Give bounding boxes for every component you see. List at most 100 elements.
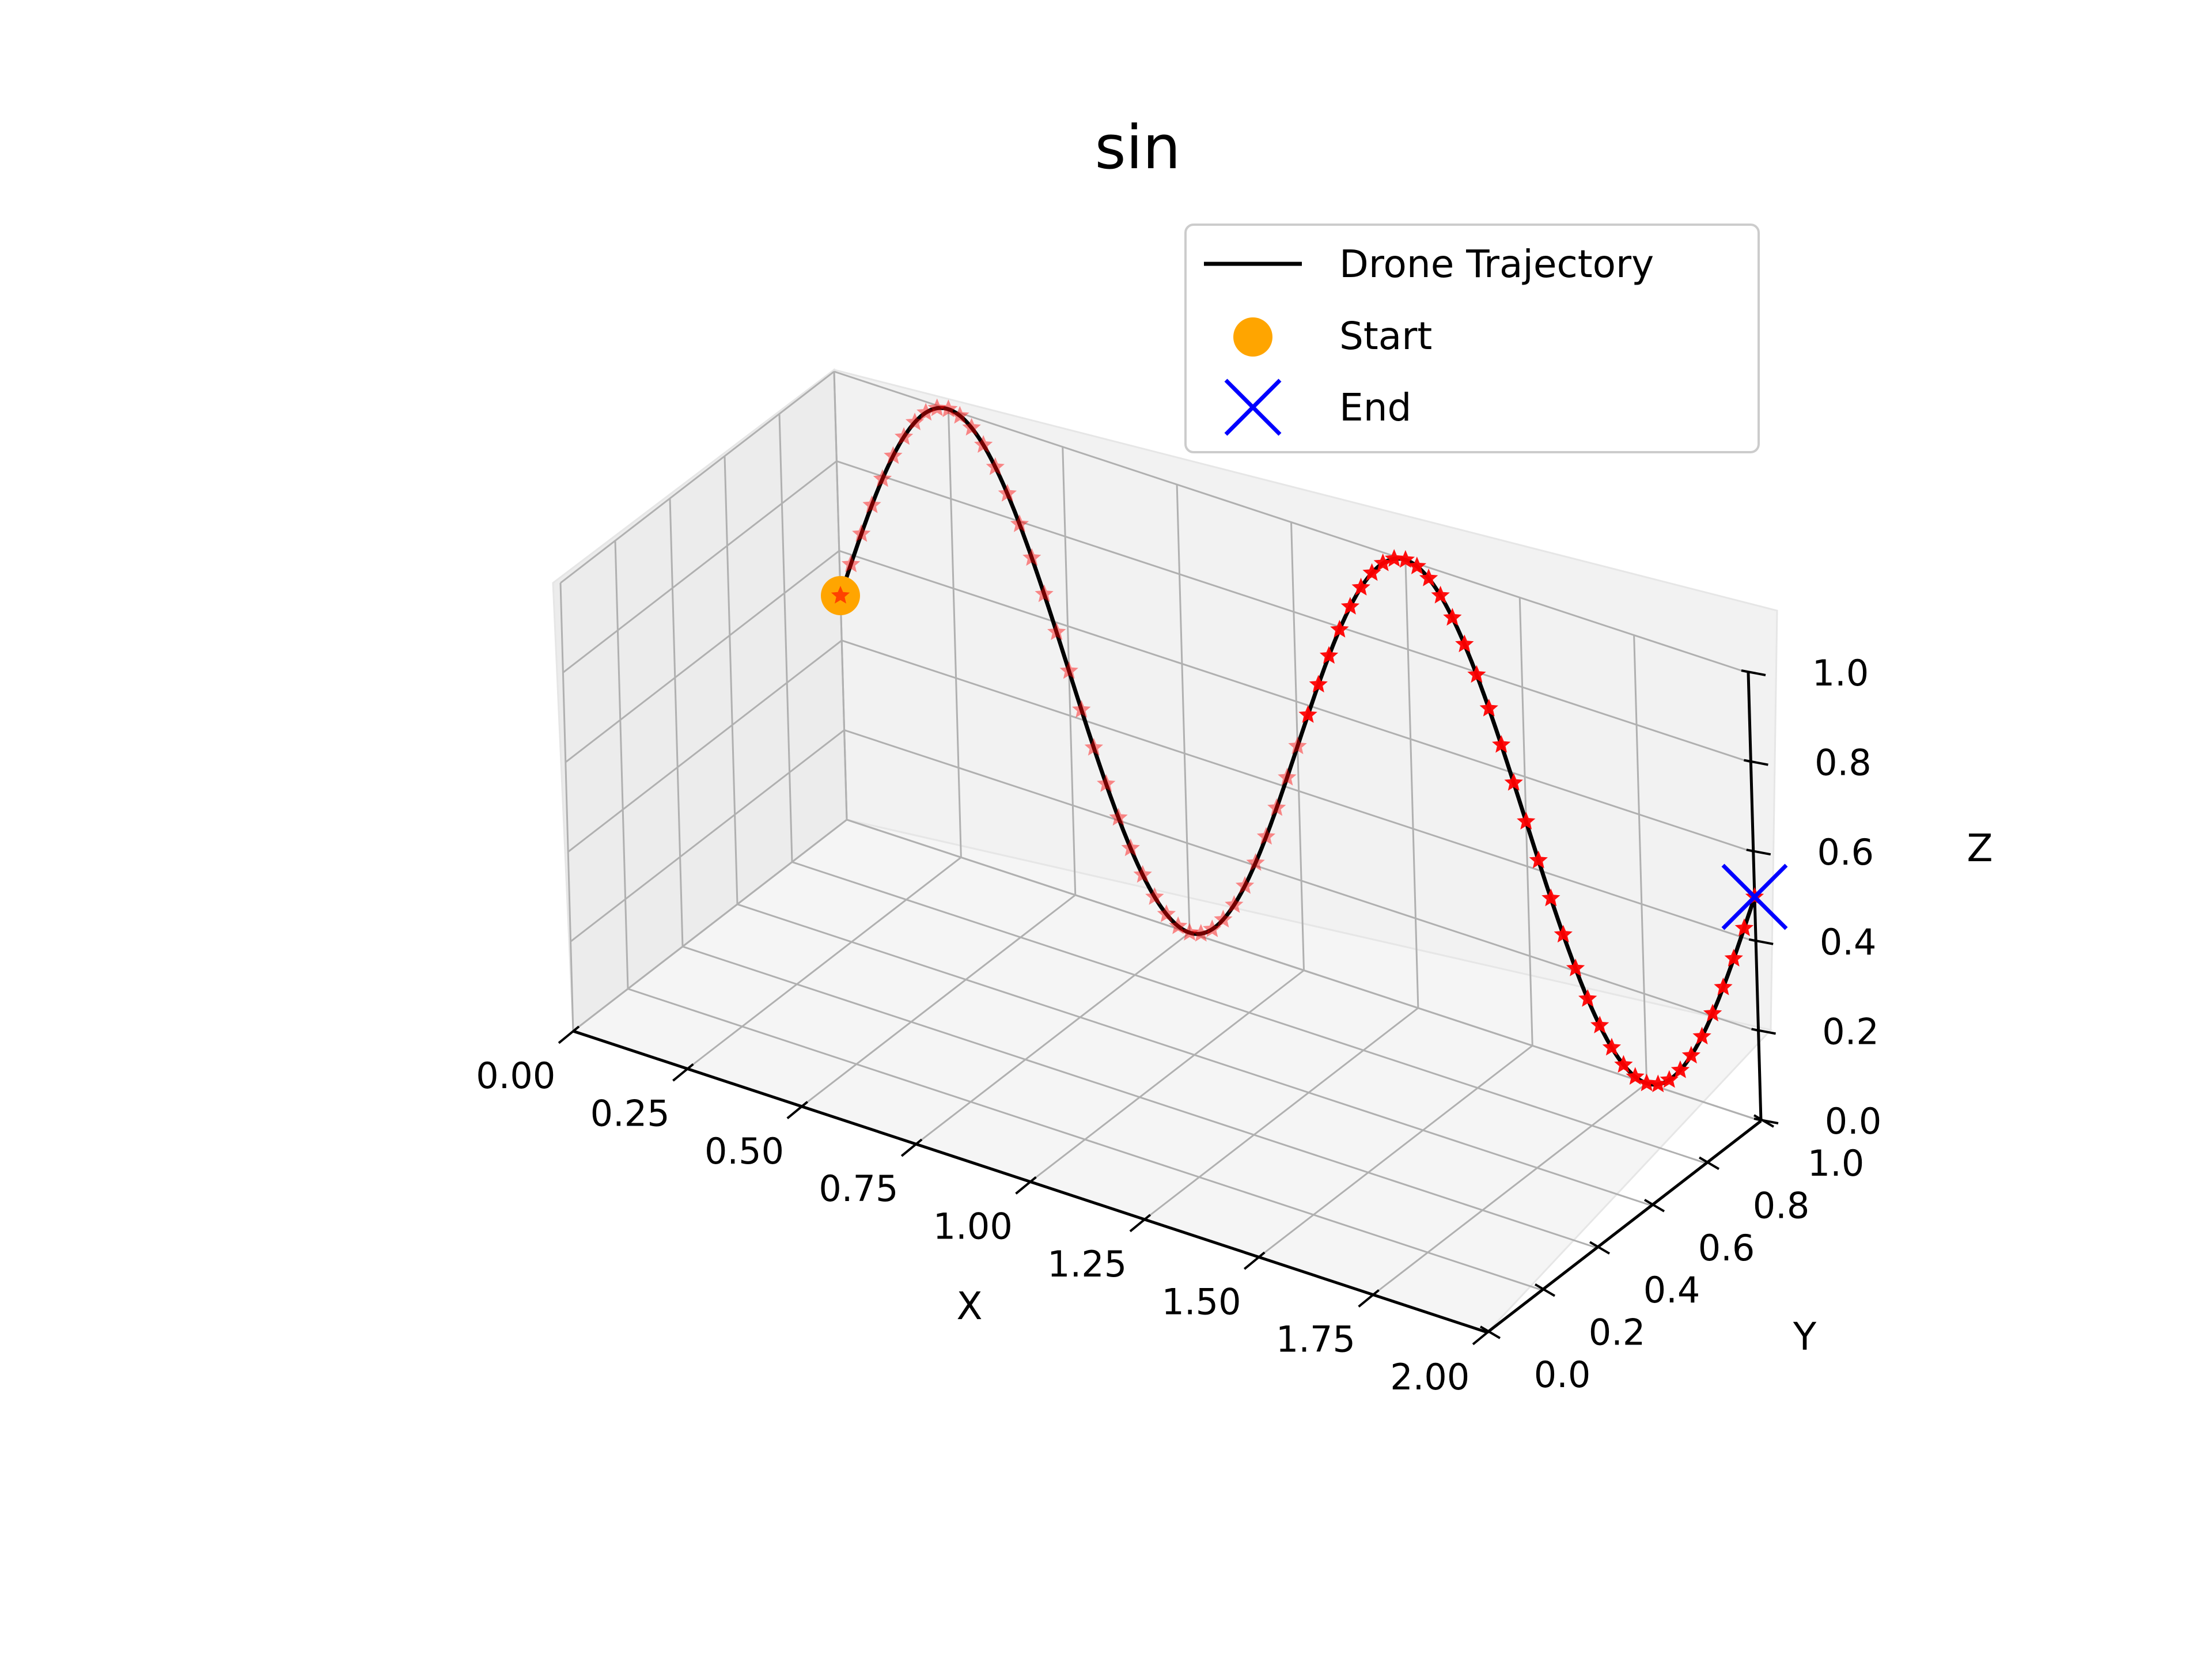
z-tick-label: 1.0 — [1812, 652, 1869, 694]
chart-title: sin — [1095, 112, 1181, 183]
x-tick-label: 0.25 — [590, 1092, 670, 1134]
trajectory-marker — [1671, 1060, 1690, 1078]
x-axis-label: X — [956, 1284, 982, 1328]
trajectory-marker — [1692, 1027, 1711, 1045]
x-tick — [1243, 1251, 1266, 1270]
legend-frame — [1184, 224, 1760, 453]
trajectory-marker — [986, 457, 1005, 475]
trajectory-marker — [950, 406, 969, 424]
trajectory-marker — [1362, 563, 1381, 581]
trajectory-marker — [1479, 699, 1498, 717]
z-tick — [1751, 1028, 1776, 1035]
grid-line-back-z — [836, 460, 1751, 764]
x-tick — [1358, 1289, 1380, 1308]
trajectory-marker — [998, 484, 1017, 502]
grid-line-left-z — [573, 819, 847, 1032]
grid-line-floor-x — [1372, 1082, 1647, 1296]
trajectory-marker — [1373, 553, 1392, 571]
grid-line-left-z — [562, 460, 838, 673]
y-axis-line — [1486, 1120, 1762, 1334]
grid-line-left-z — [570, 729, 845, 942]
legend-start-swatch — [1233, 317, 1272, 357]
trajectory-marker — [1578, 989, 1597, 1007]
trajectory-marker — [1467, 665, 1486, 683]
trajectory-marker — [873, 469, 892, 487]
trajectory-marker — [1059, 661, 1078, 679]
grid-line-floor-y — [791, 861, 1707, 1164]
end-marker — [1721, 863, 1788, 930]
grid-line-left-y — [614, 540, 629, 989]
z-tick-label: 0.6 — [1817, 831, 1874, 873]
trajectory-marker — [1419, 569, 1438, 586]
trajectory-marker — [1703, 1003, 1722, 1022]
trajectory-marker — [1010, 514, 1029, 532]
grid-line-back-z — [844, 729, 1759, 1032]
trajectory-marker — [1235, 876, 1255, 894]
trajectory-marker — [1309, 675, 1328, 693]
trajectory-marker — [1157, 904, 1176, 922]
x-tick-label: 1.00 — [933, 1206, 1013, 1248]
trajectory-marker — [1724, 949, 1743, 967]
grid-line-left-y — [724, 456, 738, 904]
grid-line-floor-x — [801, 894, 1076, 1107]
trajectory-marker — [1714, 978, 1733, 995]
trajectory-marker — [1734, 918, 1754, 937]
x-tick — [786, 1101, 809, 1119]
z-tick — [1741, 669, 1766, 676]
x-tick — [1472, 1327, 1494, 1346]
grid-line-floor-x — [1258, 1045, 1533, 1258]
trajectory-marker — [1267, 798, 1286, 816]
trajectory-marker — [1133, 865, 1152, 883]
trajectory-marker — [1022, 548, 1041, 566]
trajectory-marker — [1191, 923, 1210, 942]
trajectory-marker — [862, 495, 881, 513]
tick-labels: 0.000.250.500.751.001.251.501.752.00 0.00… — [476, 652, 1881, 1398]
z-tick — [1744, 759, 1768, 766]
y-axis-label: Y — [1793, 1315, 1817, 1359]
grid-line-floor-y — [627, 988, 1543, 1291]
trajectory-marker — [884, 446, 903, 464]
trajectory-marker — [1455, 634, 1474, 653]
grid-line-left-y — [559, 582, 574, 1032]
trajectory-marker — [841, 554, 861, 573]
y-tick-label: 0.0 — [1534, 1354, 1591, 1396]
trajectory-marker — [1203, 919, 1222, 937]
trajectory-marker — [1169, 916, 1188, 934]
trajectory-marker — [1590, 1016, 1609, 1033]
x-tick-label: 0.75 — [819, 1168, 898, 1210]
end-marker-stroke — [1721, 863, 1788, 930]
y-tick-label: 0.6 — [1698, 1227, 1755, 1269]
trajectory-marker — [1351, 578, 1370, 596]
start-marker-star — [831, 586, 850, 604]
trajectory-marker — [1637, 1073, 1656, 1092]
trajectory-marker — [1121, 838, 1140, 857]
trajectory-marker — [1554, 925, 1573, 943]
trajectory-marker — [1145, 887, 1164, 905]
grid-line-back-z — [841, 639, 1756, 943]
y-tick — [1479, 1325, 1501, 1339]
grid-line-back-z — [846, 819, 1762, 1122]
trajectory-marker — [1047, 622, 1066, 641]
legend-label-trajectory: Drone Trajectory — [1339, 242, 1654, 286]
trajectory-marker — [1407, 556, 1426, 574]
grid-line-back-x — [1633, 635, 1648, 1084]
y-tick-label: 1.0 — [1808, 1142, 1865, 1184]
trajectory-marker — [1504, 772, 1523, 791]
x-tick-label: 1.25 — [1047, 1243, 1127, 1285]
trajectory-marker — [1431, 585, 1450, 604]
grid-line-floor-x — [1029, 969, 1305, 1183]
z-tick-label: 0.4 — [1820, 921, 1877, 963]
trajectory-marker — [1566, 959, 1585, 976]
trajectory-marker — [1288, 736, 1307, 755]
trajectory-marker — [974, 435, 993, 453]
grid-line-back-x — [1404, 559, 1419, 1008]
grid-line-left-y — [669, 498, 684, 947]
grid-line-left-y — [778, 414, 793, 862]
z-tick-label: 0.2 — [1822, 1010, 1879, 1052]
x-tick-label: 1.75 — [1276, 1319, 1355, 1361]
trajectory-marker — [1180, 923, 1199, 941]
grid-line-floor-y — [682, 945, 1597, 1249]
trajectory-marker — [1660, 1070, 1679, 1088]
grid-line-back-x — [947, 409, 962, 858]
